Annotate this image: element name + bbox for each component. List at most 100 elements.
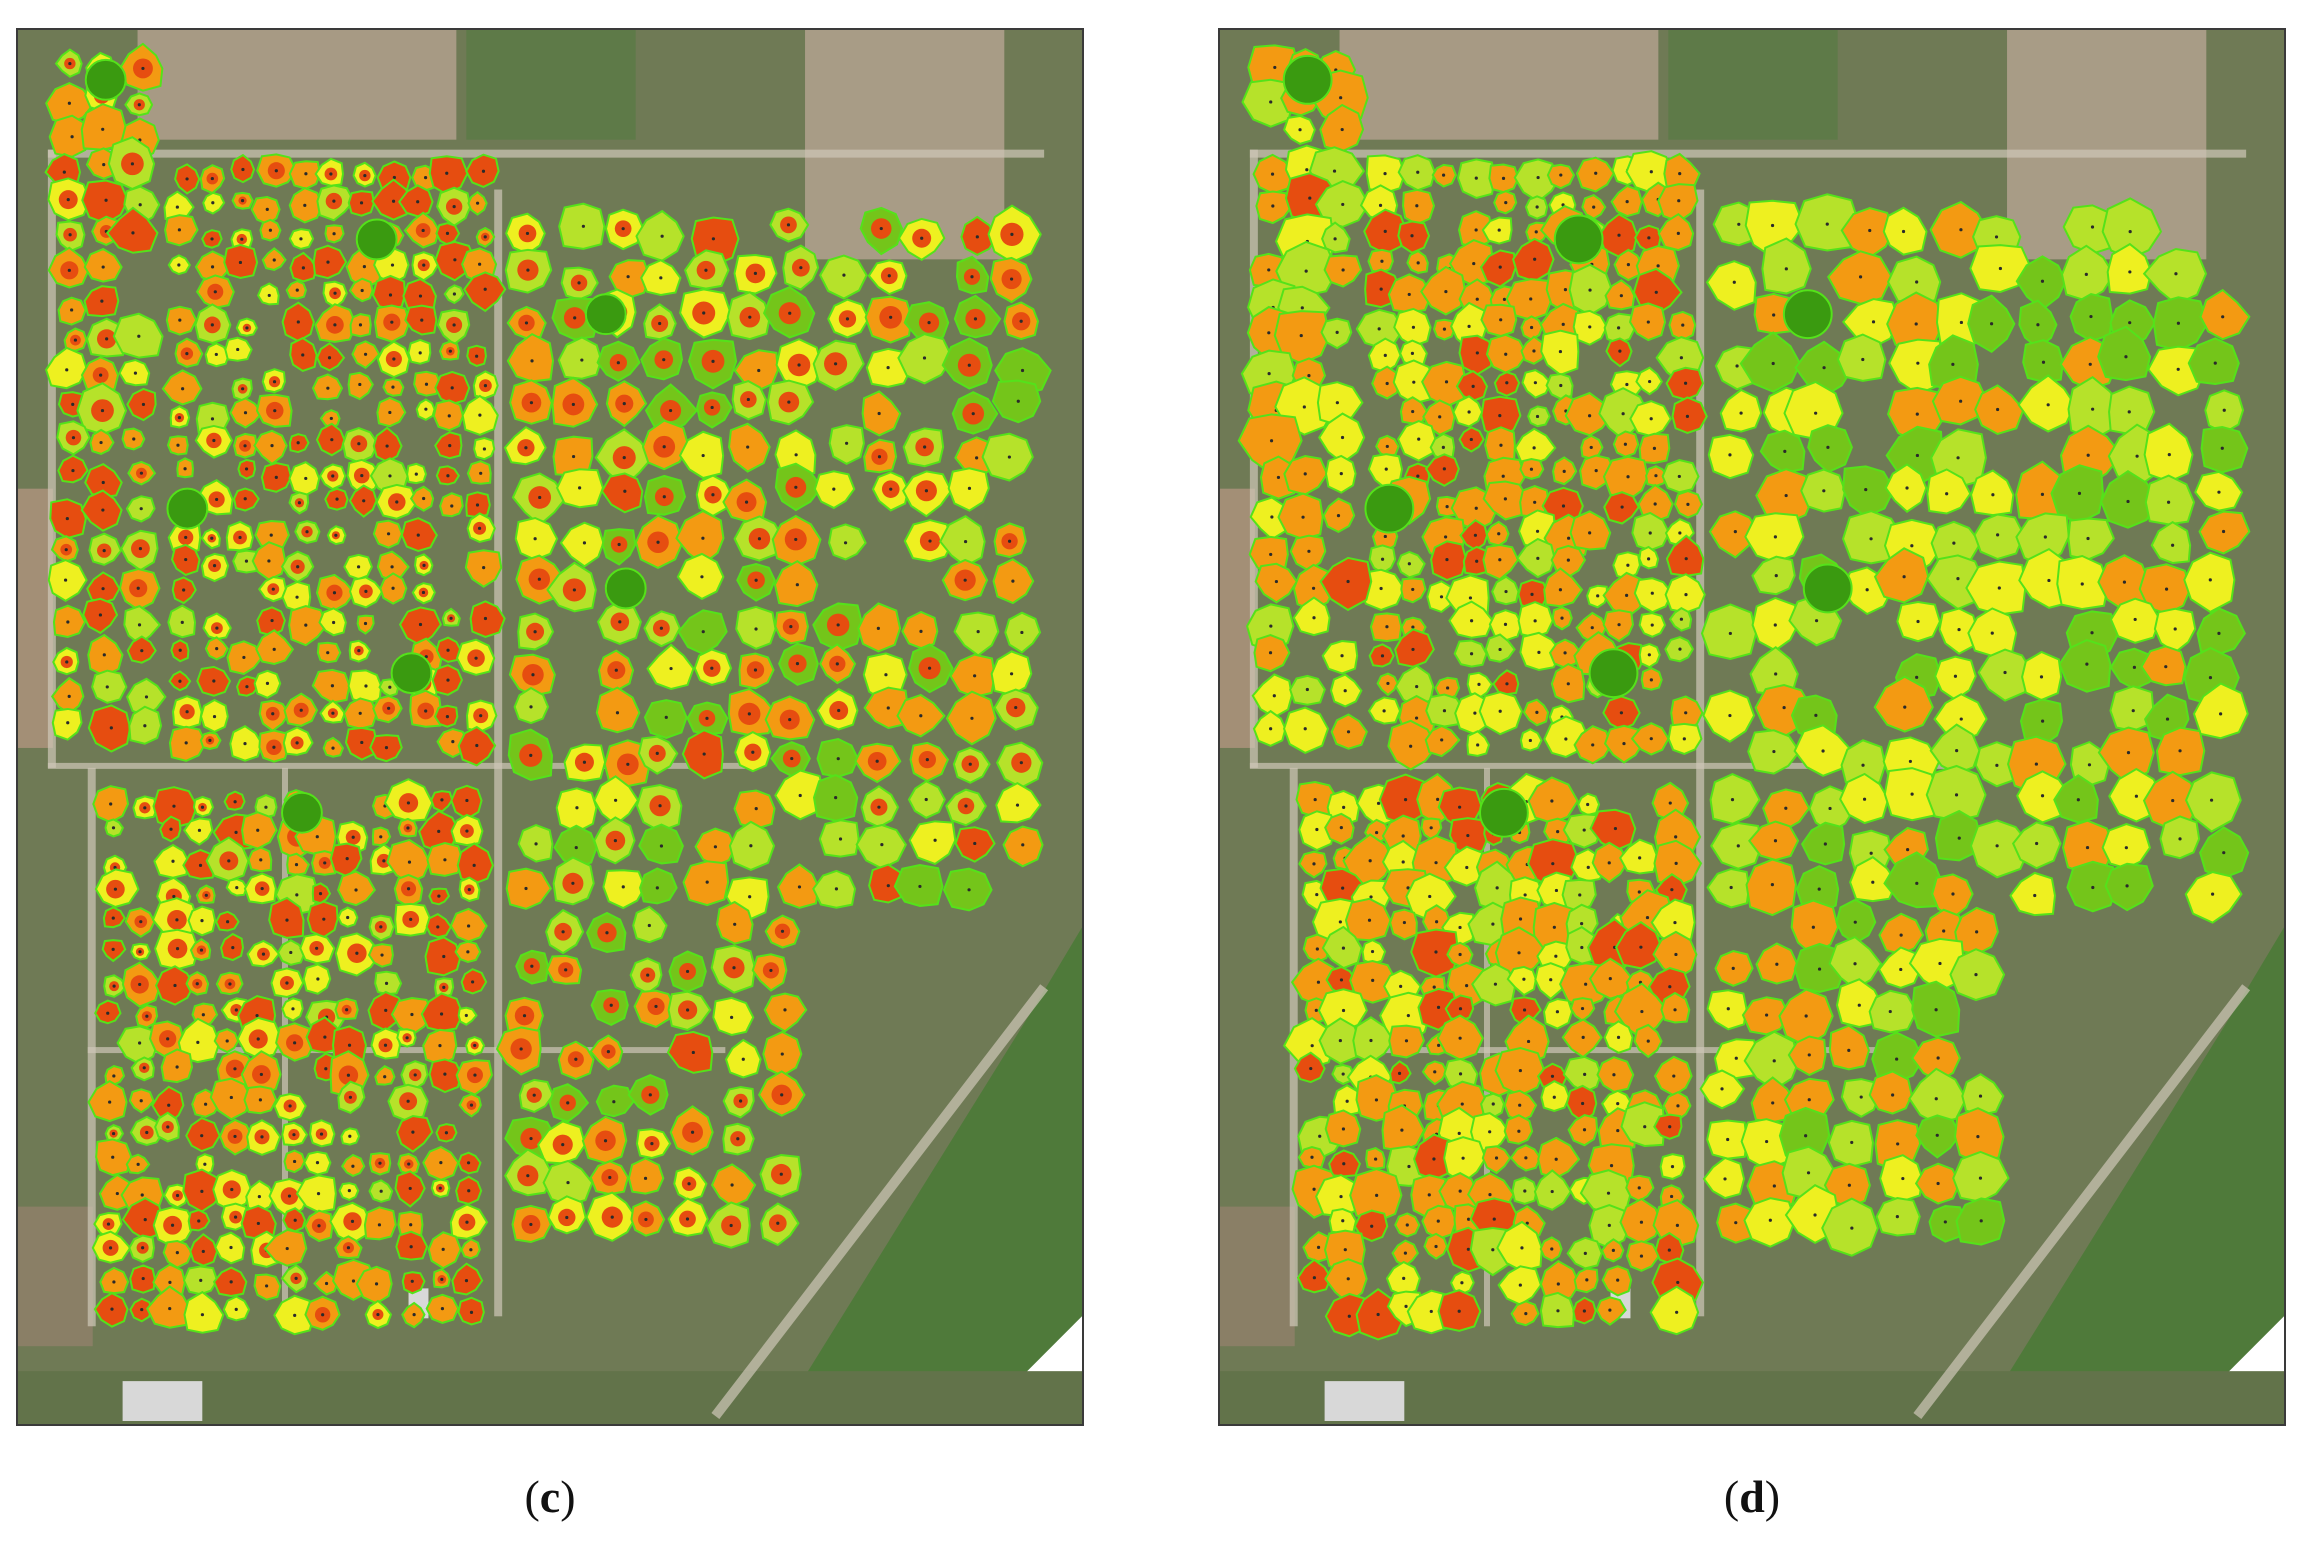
crown-center-dot [1774, 574, 1778, 578]
crown-center-dot [650, 1142, 654, 1146]
tree-crown [1706, 989, 1748, 1031]
crown-center-dot [1267, 268, 1271, 272]
crown-center-dot [1016, 399, 1020, 403]
tree-crown [1649, 1285, 1700, 1336]
crown-center-dot [1618, 349, 1622, 353]
crown-center-dot [1274, 579, 1279, 584]
crown-center-dot [195, 982, 199, 986]
tree-crown [1974, 741, 2022, 788]
crown-center-dot [66, 721, 70, 725]
crown-center-dot [289, 950, 293, 955]
tree-crown [2152, 296, 2209, 352]
crown-center-dot [106, 1222, 111, 1226]
tree-crown [1633, 577, 1674, 614]
crown-center-dot [2034, 762, 2038, 766]
crown-center-dot [790, 756, 794, 761]
crown-center-dot [1915, 453, 1920, 458]
crown-center-dot [1675, 1310, 1679, 1314]
crown-center-dot [1995, 763, 1999, 767]
tree-crown [312, 244, 348, 280]
tree-crown [1481, 216, 1513, 245]
crown-center-dot [1499, 443, 1503, 447]
crown-center-dot [175, 1251, 179, 1255]
crown-center-dot [2090, 225, 2095, 229]
crown-center-dot [170, 1223, 175, 1227]
crown-center-dot [1646, 320, 1650, 324]
tree-crown-dark [166, 487, 209, 530]
crown-center-dot [733, 922, 737, 926]
crown-center-dot [927, 321, 931, 325]
crown-center-dot [274, 475, 278, 479]
tree-crown [2143, 422, 2194, 483]
crown-center-dot [1772, 1059, 1776, 1063]
crown-center-dot [329, 416, 333, 421]
tree-crown [427, 1231, 462, 1270]
crown-center-dot [1010, 232, 1014, 236]
crown-center-dot [1857, 1003, 1861, 1007]
crown-center-dot [1310, 1155, 1314, 1159]
tree-crown [466, 460, 492, 485]
crown-center-dot [1312, 862, 1316, 866]
crown-center-dot [440, 1277, 444, 1281]
crown-center-dot [739, 1099, 743, 1103]
crown-center-dot [1458, 925, 1462, 930]
crown-center-dot [139, 920, 143, 924]
crown-center-dot [1341, 268, 1345, 272]
crown-center-dot [1621, 412, 1625, 416]
tree-crown [1496, 1220, 1543, 1273]
field-left [18, 488, 53, 748]
crown-center-dot [1491, 1248, 1495, 1252]
crown-center-dot [243, 444, 247, 448]
crown-center-dot [1772, 313, 1776, 317]
crown-center-dot [970, 716, 974, 720]
crown-center-dot [315, 946, 319, 950]
crown-center-dot [407, 860, 412, 864]
crown-center-dot [1552, 1095, 1556, 1099]
crown-center-dot [1267, 372, 1271, 376]
crown-center-dot [1730, 798, 1735, 802]
crown-center-dot [794, 537, 798, 542]
crown-center-dot [348, 1095, 353, 1099]
crown-center-dot [1908, 759, 1912, 764]
crown-center-dot [522, 1014, 527, 1018]
crown-center-dot [1340, 127, 1344, 132]
crown-center-dot [1584, 982, 1588, 986]
crown-center-dot [1607, 861, 1611, 865]
tree-crown [639, 867, 678, 905]
crown-center-dot [1465, 865, 1469, 870]
crown-center-dot [1684, 593, 1688, 597]
crown-center-dot [483, 616, 488, 621]
crown-center-dot [1556, 830, 1560, 834]
tree-crown [253, 429, 288, 466]
tree-crown [1671, 396, 1708, 435]
tree-crown [728, 422, 771, 473]
crown-center-dot [1861, 357, 1865, 362]
crown-center-dot [1270, 172, 1275, 176]
crown-center-dot [1723, 1177, 1727, 1181]
crown-center-dot [2091, 885, 2095, 890]
crown-center-dot [1639, 945, 1643, 949]
crown-center-dot [272, 380, 277, 384]
tree-crown [371, 274, 406, 311]
crown-center-dot [1385, 381, 1389, 386]
crown-center-dot [1473, 711, 1477, 715]
crown-center-dot [526, 1174, 530, 1178]
tree-crown [595, 686, 641, 734]
tree-crown [162, 1240, 193, 1269]
tree-crown [506, 332, 554, 383]
crown-center-dot [350, 1219, 355, 1223]
tree-crown [337, 870, 377, 907]
crown-center-dot [928, 539, 932, 543]
tree-crown [347, 371, 374, 401]
crown-center-dot [1529, 297, 1533, 301]
crown-center-dot [1647, 557, 1651, 561]
crown-center-dot [200, 918, 204, 923]
tree-crown [1394, 628, 1435, 668]
tree-crown [1506, 965, 1537, 997]
crown-center-dot [304, 623, 308, 627]
crown-center-dot [102, 549, 106, 553]
crown-center-dot [210, 417, 215, 421]
tree-crown [1761, 237, 1812, 295]
crown-center-dot [704, 268, 708, 272]
crown-center-dot [185, 177, 189, 181]
